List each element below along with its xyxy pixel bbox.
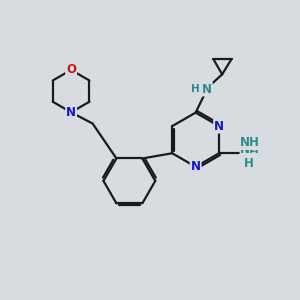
Text: H: H — [244, 157, 254, 170]
Text: O: O — [66, 63, 76, 76]
Text: H: H — [191, 84, 200, 94]
Text: N: N — [66, 106, 76, 119]
Text: N: N — [190, 160, 201, 173]
Text: NH: NH — [240, 136, 260, 149]
Text: 2: 2 — [249, 145, 256, 154]
Text: N: N — [214, 120, 224, 133]
Text: N: N — [202, 82, 212, 95]
Text: NH: NH — [240, 143, 260, 156]
